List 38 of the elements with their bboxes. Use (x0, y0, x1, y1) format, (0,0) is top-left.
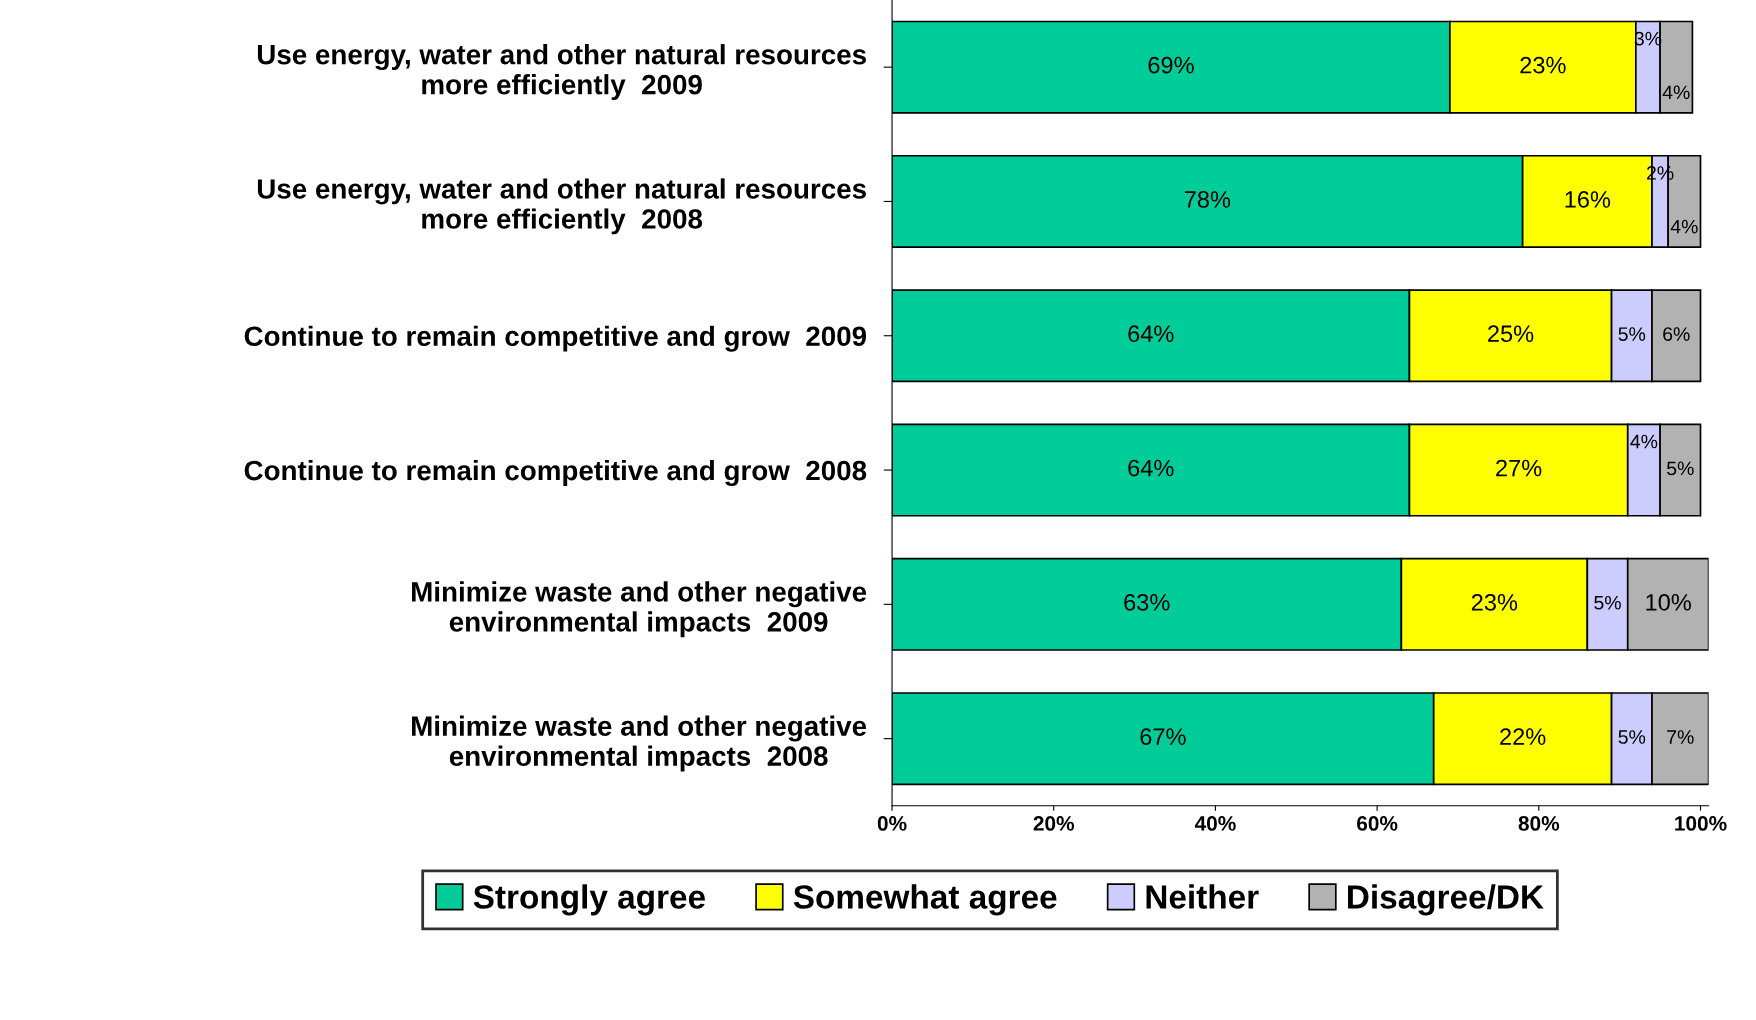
data-label: 4% (1662, 85, 1690, 100)
data-label: 64% (1128, 325, 1174, 343)
y-tick-label: Minimize waste and other negative environmental impacts 2008 (412, 715, 867, 772)
y-tick-label: Minimize waste and other negative environmental impacts 2009 (412, 581, 867, 638)
data-label: 67% (1140, 728, 1186, 745)
data-label: 23% (1520, 56, 1566, 74)
legend-label: Strongly agree (473, 884, 705, 916)
data-label: 5% (1618, 730, 1646, 744)
data-label: 25% (1488, 325, 1534, 343)
data-label: 27% (1496, 459, 1542, 477)
y-tick-label: Use energy, water and other natural resources more efficiently 2009 (257, 44, 866, 101)
x-tick-label: 40% (1194, 816, 1236, 831)
x-tick-label: 100% (1675, 816, 1727, 831)
x-tick-label: 80% (1518, 816, 1560, 831)
data-label: 16% (1565, 191, 1611, 208)
x-tick-label: 60% (1357, 816, 1398, 831)
data-label: 69% (1148, 56, 1194, 74)
x-tick-label: 0% (877, 816, 907, 831)
data-label: 5% (1618, 327, 1646, 341)
y-tick-label: Continue to remain competitive and grow 2008 (244, 459, 867, 486)
legend-label: Somewhat agree (793, 884, 1057, 916)
data-label: 6% (1663, 327, 1690, 341)
data-label: 78% (1184, 191, 1231, 208)
data-label: 64% (1128, 459, 1174, 477)
data-label: 10% (1646, 593, 1691, 611)
data-label: 4% (1670, 219, 1698, 234)
data-label: 4% (1630, 434, 1658, 449)
data-label: 22% (1500, 728, 1546, 745)
y-tick-label: Use energy, water and other natural resources more efficiently 2008 (257, 178, 866, 235)
data-label: 5% (1667, 461, 1694, 476)
y-tick-label: Continue to remain competitive and grow 2009 (244, 325, 867, 352)
data-label: 5% (1594, 595, 1621, 610)
x-tick-label: 20% (1033, 816, 1075, 831)
legend-label: Disagree/DK (1348, 884, 1544, 916)
data-label: 7% (1667, 730, 1694, 744)
data-label: 63% (1124, 593, 1170, 611)
data-label: 23% (1471, 593, 1518, 611)
legend-label: Neither (1146, 884, 1259, 909)
